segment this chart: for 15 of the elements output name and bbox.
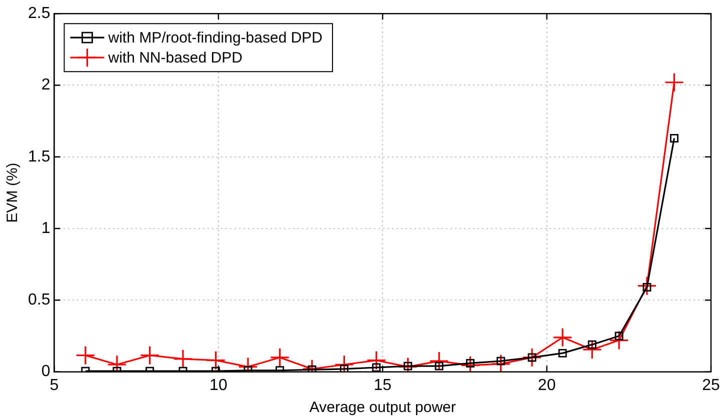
x-tick-label: 10 [210,376,228,394]
x-tick-label: 15 [374,376,392,394]
x-axis-title: Average output power [309,399,456,416]
legend-label: with NN-based DPD [107,50,243,67]
y-tick-label: 2 [41,76,50,94]
y-tick-label: 2.5 [28,5,50,22]
y-axis-title: EVM (%) [4,162,22,223]
y-tick-label: 1 [41,220,50,237]
legend-label: with MP/root-finding-based DPD [107,30,323,47]
x-tick-label: 5 [50,376,59,394]
x-tick-label: 20 [538,376,556,394]
y-tick-label: 0 [41,363,50,380]
y-tick-label: 0.5 [28,292,50,309]
y-tick-label: 1.5 [28,148,50,166]
x-tick-label: 25 [702,376,720,394]
